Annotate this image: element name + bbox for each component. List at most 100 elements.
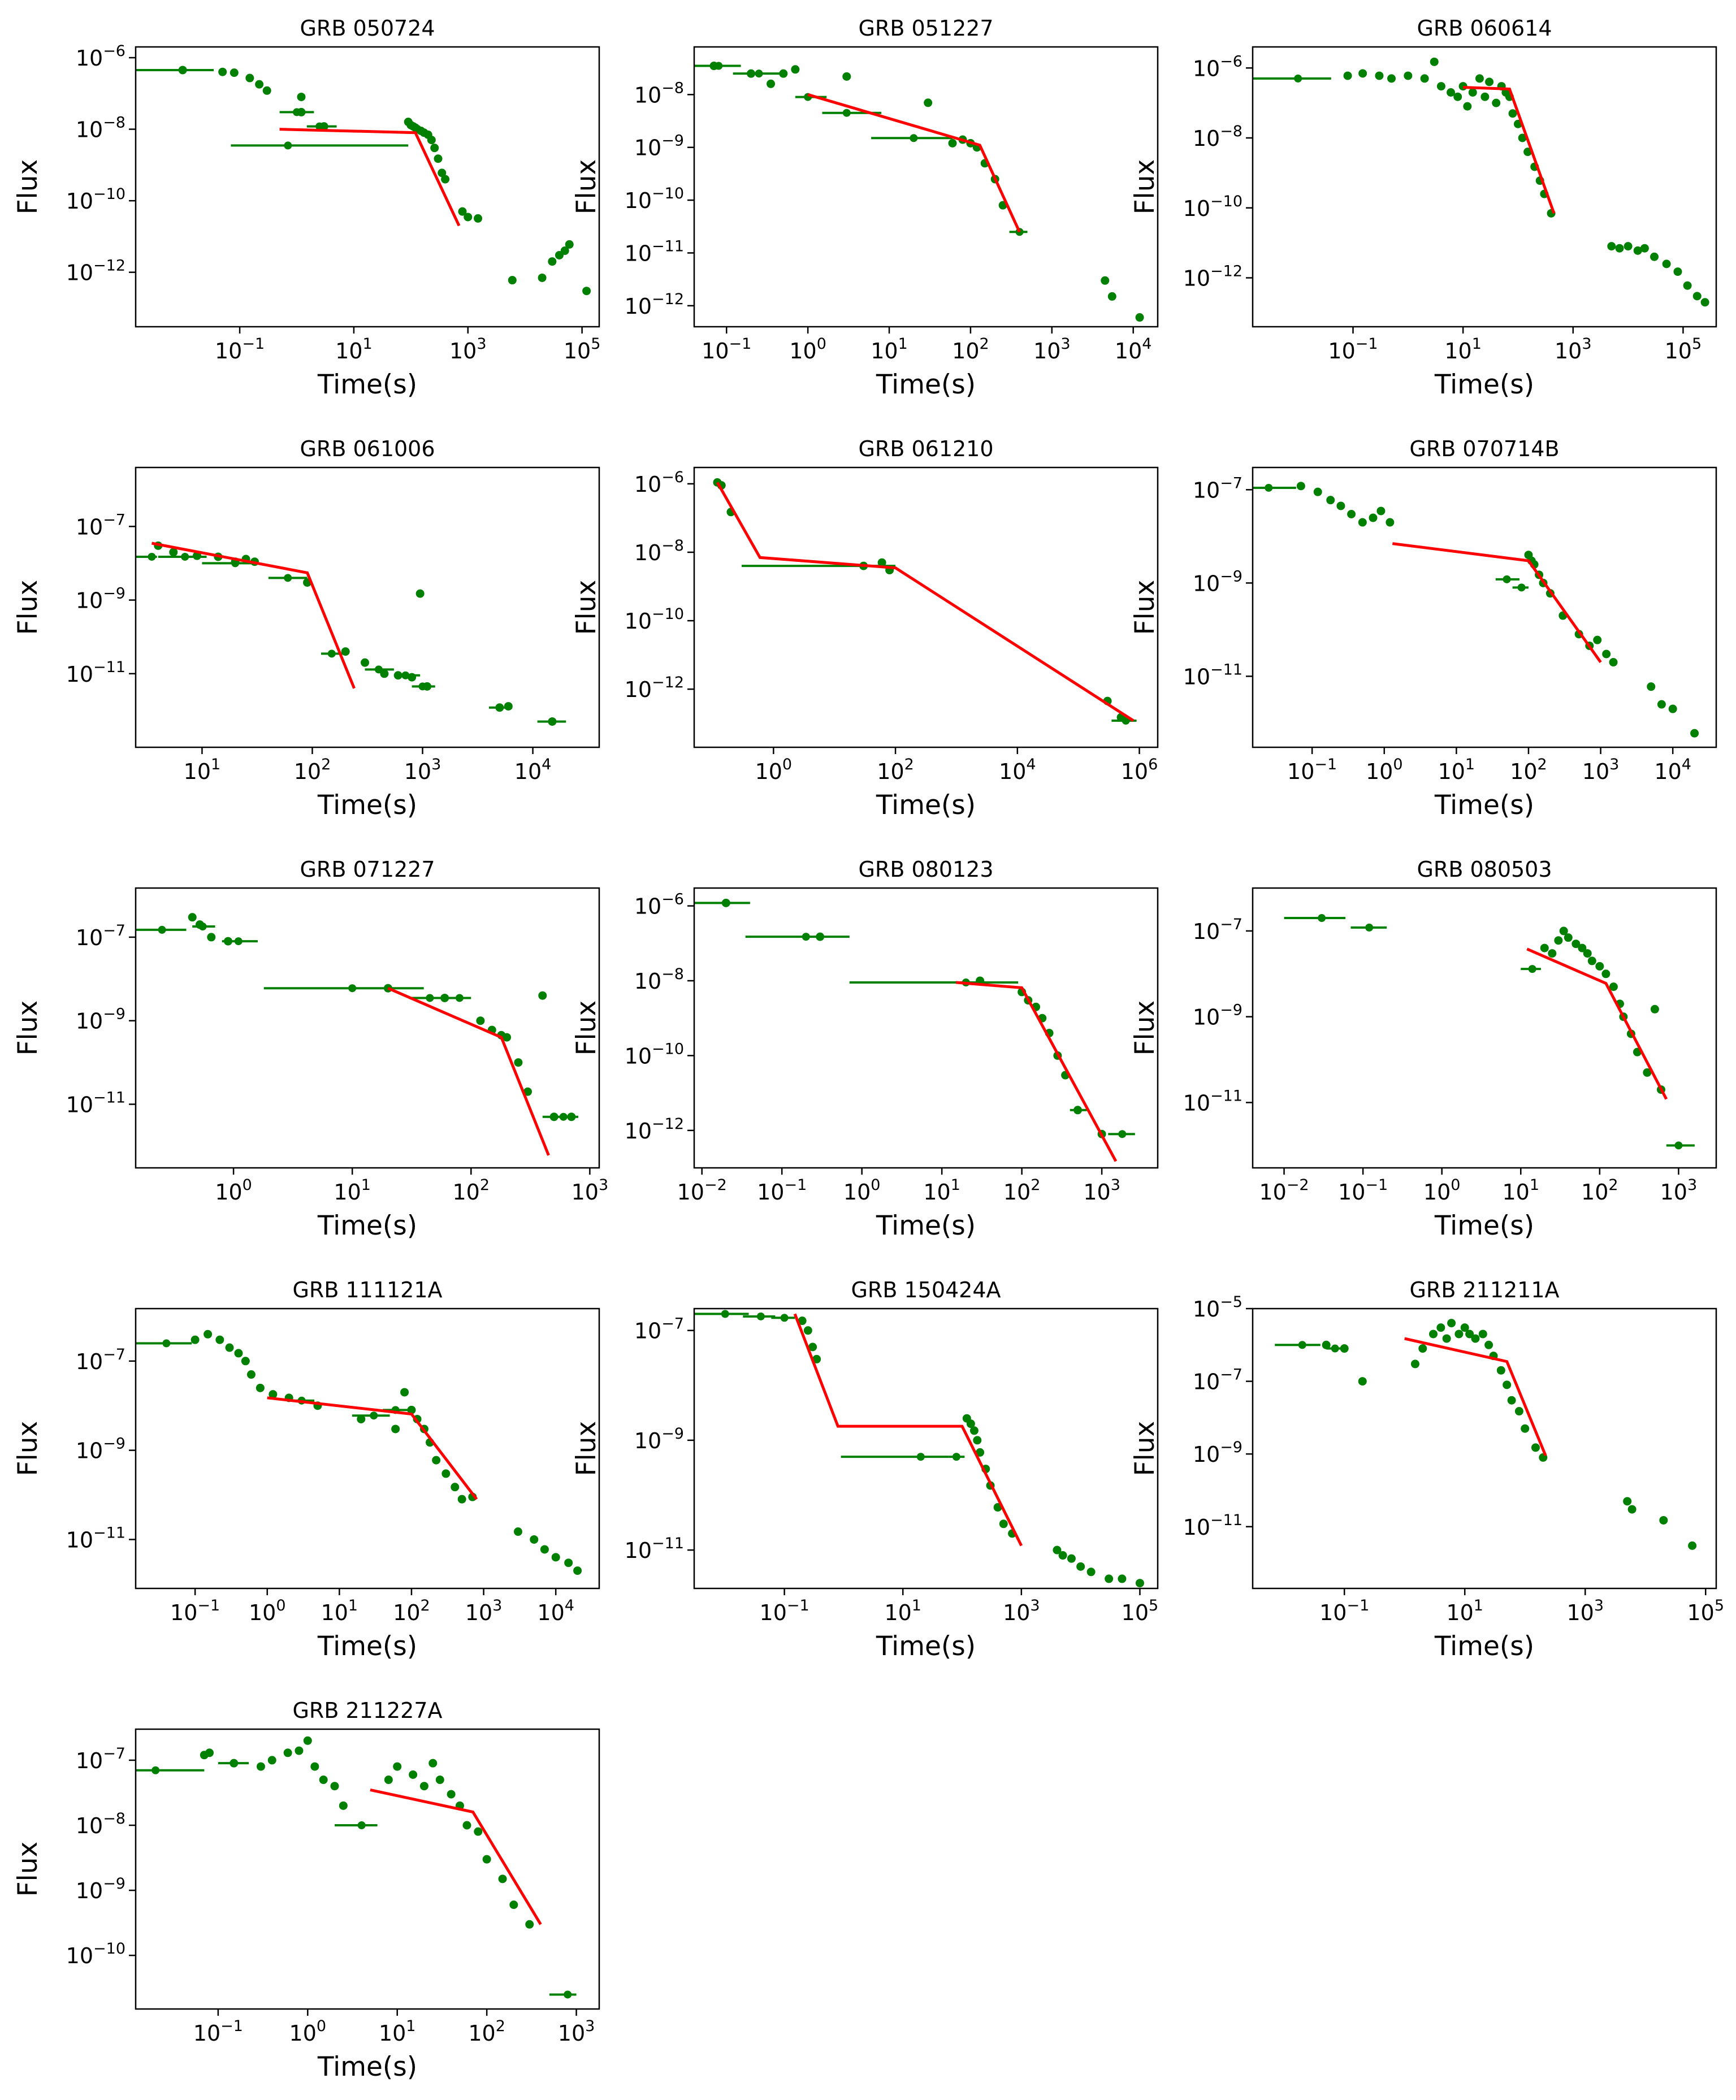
data-point bbox=[1601, 969, 1611, 978]
data-point bbox=[1105, 1574, 1114, 1583]
fit-line bbox=[955, 981, 1118, 1162]
data-point bbox=[256, 1762, 265, 1771]
data-point bbox=[755, 70, 763, 78]
x-tick-label: 103 bbox=[404, 756, 441, 784]
plot-area bbox=[136, 913, 579, 1156]
data-point bbox=[559, 1112, 568, 1121]
y-tick-label: 10−7 bbox=[1193, 474, 1243, 503]
data-point bbox=[1624, 242, 1633, 251]
fit-line bbox=[793, 1313, 1023, 1547]
data-point bbox=[1447, 88, 1456, 97]
axes-frame bbox=[693, 887, 1159, 1169]
data-point bbox=[482, 1855, 491, 1864]
y-tick-label: 10−9 bbox=[1193, 1439, 1243, 1467]
x-tick-label: 10−1 bbox=[193, 2017, 243, 2046]
data-point bbox=[430, 144, 439, 153]
x-tick-label: 103 bbox=[1555, 335, 1592, 363]
data-point bbox=[1454, 1330, 1464, 1339]
data-point bbox=[283, 1748, 292, 1757]
data-point bbox=[1623, 1497, 1632, 1506]
data-point bbox=[327, 650, 336, 658]
data-point bbox=[428, 1759, 438, 1768]
data-point bbox=[474, 1827, 483, 1836]
panel-3: 10−1 101 103 105 10−12 10−10 10−8 10−6 GRB 06061… bbox=[1129, 16, 1717, 400]
y-tick-label: 10−7 bbox=[76, 1346, 125, 1374]
y-axis-label: Flux bbox=[1129, 159, 1161, 215]
y-tick-label: 10−9 bbox=[76, 1435, 125, 1463]
data-point bbox=[1602, 650, 1611, 659]
data-point bbox=[504, 702, 513, 711]
data-point bbox=[1657, 700, 1666, 709]
data-point bbox=[952, 1453, 960, 1461]
data-point bbox=[1107, 292, 1116, 301]
data-point bbox=[798, 1317, 807, 1326]
axes-frame bbox=[1252, 466, 1717, 748]
data-point bbox=[225, 1343, 234, 1352]
data-point bbox=[1376, 506, 1386, 516]
data-point bbox=[538, 273, 547, 282]
data-point bbox=[1643, 1068, 1652, 1077]
data-point bbox=[1595, 962, 1604, 971]
data-point bbox=[1503, 575, 1511, 583]
data-point bbox=[715, 62, 723, 70]
data-point bbox=[400, 1388, 409, 1397]
data-point bbox=[1700, 298, 1709, 307]
x-tick-label: 101 bbox=[1502, 1176, 1539, 1205]
data-point bbox=[1480, 92, 1490, 101]
x-axis-label: Time(s) bbox=[876, 369, 976, 400]
data-point bbox=[458, 207, 467, 216]
data-point bbox=[204, 1330, 213, 1339]
y-tick-label: 10−9 bbox=[76, 1006, 125, 1034]
y-axis-label: Flux bbox=[1129, 1001, 1161, 1056]
panel-5: 100 102 104 106 10−12 10−10 10−8 10−6 GRB 061210… bbox=[571, 436, 1159, 821]
plot-area bbox=[1284, 914, 1695, 1150]
data-point bbox=[548, 717, 556, 726]
data-point bbox=[508, 276, 517, 285]
data-point bbox=[1668, 704, 1677, 713]
x-tick-label: 10−2 bbox=[677, 1176, 727, 1205]
data-point bbox=[1531, 1443, 1540, 1452]
data-point bbox=[451, 1483, 460, 1492]
data-point bbox=[1118, 1574, 1127, 1583]
x-tick-label: 103 bbox=[1033, 335, 1071, 363]
x-axis-label: Time(s) bbox=[876, 1210, 976, 1241]
data-point bbox=[205, 1748, 214, 1757]
data-point bbox=[303, 1736, 312, 1745]
fit-line bbox=[1404, 1337, 1547, 1457]
data-point bbox=[241, 1357, 250, 1366]
plot-area bbox=[136, 541, 566, 726]
data-point bbox=[1690, 729, 1699, 738]
x-tick-label: 103 bbox=[1582, 756, 1620, 784]
data-point bbox=[198, 923, 207, 931]
chart-title: GRB 061006 bbox=[300, 436, 435, 461]
data-point bbox=[427, 136, 436, 145]
data-point bbox=[1358, 69, 1367, 78]
data-point bbox=[1508, 109, 1517, 118]
data-point bbox=[1554, 936, 1563, 945]
y-axis-label: Flux bbox=[571, 580, 602, 635]
panel-8: 10−2 10−1 100 101 102 103 10−12 10−10 10−8 10−6 GR… bbox=[571, 857, 1159, 1241]
data-point bbox=[148, 552, 156, 561]
x-tick-label: 10−1 bbox=[1338, 1176, 1388, 1205]
y-tick-label: 10−12 bbox=[1183, 263, 1243, 291]
data-point bbox=[1587, 956, 1596, 965]
data-point bbox=[721, 1310, 729, 1318]
data-point bbox=[409, 1770, 418, 1779]
panel-10: 10−1 100 101 102 103 104 10−11 10−9 10−7 GRB 1111… bbox=[12, 1278, 600, 1662]
x-tick-label: 10−1 bbox=[170, 1597, 220, 1625]
data-point bbox=[1313, 487, 1322, 496]
data-point bbox=[1265, 483, 1273, 492]
fit-line bbox=[267, 1396, 478, 1500]
data-point bbox=[361, 658, 370, 667]
data-point bbox=[1615, 244, 1624, 253]
chart-title: GRB 060614 bbox=[1417, 16, 1552, 41]
data-point bbox=[441, 1469, 451, 1478]
data-point bbox=[948, 138, 957, 148]
data-point bbox=[464, 213, 473, 222]
fit-line bbox=[716, 482, 1135, 722]
data-point bbox=[1650, 1004, 1659, 1014]
data-point bbox=[523, 1087, 533, 1096]
x-axis-label: Time(s) bbox=[317, 2051, 417, 2082]
data-point bbox=[393, 1762, 402, 1771]
data-point bbox=[1331, 1344, 1339, 1353]
